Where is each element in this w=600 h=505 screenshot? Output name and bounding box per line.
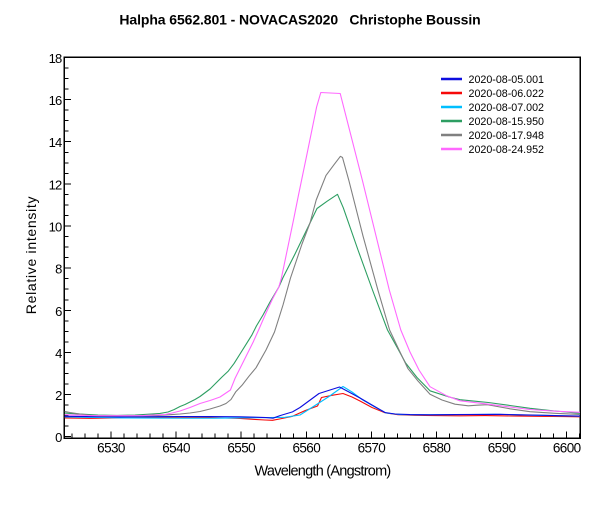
svg-text:18: 18 xyxy=(49,51,62,66)
svg-text:Wavelength (Angstrom): Wavelength (Angstrom) xyxy=(254,463,390,479)
svg-text:Halpha 6562.801 - NOVACAS2020: Halpha 6562.801 - NOVACAS2020 Christophe… xyxy=(119,11,480,27)
svg-text:2020-08-15.950: 2020-08-15.950 xyxy=(469,116,545,128)
svg-text:2020-08-17.948: 2020-08-17.948 xyxy=(469,130,545,142)
svg-text:6540: 6540 xyxy=(162,441,190,456)
svg-text:6580: 6580 xyxy=(423,441,451,456)
svg-text:14: 14 xyxy=(49,135,62,150)
svg-text:6570: 6570 xyxy=(358,441,386,456)
svg-text:16: 16 xyxy=(49,93,62,108)
svg-text:10: 10 xyxy=(49,220,62,235)
svg-text:6: 6 xyxy=(55,304,62,319)
svg-text:2020-08-07.002: 2020-08-07.002 xyxy=(469,102,545,114)
svg-text:6590: 6590 xyxy=(488,441,516,456)
svg-text:6560: 6560 xyxy=(292,441,320,456)
svg-text:0: 0 xyxy=(55,430,62,445)
svg-text:2020-08-05.001: 2020-08-05.001 xyxy=(469,74,545,86)
svg-text:4: 4 xyxy=(55,346,62,361)
svg-text:2020-08-24.952: 2020-08-24.952 xyxy=(469,144,545,156)
svg-text:6600: 6600 xyxy=(553,441,581,456)
svg-text:6550: 6550 xyxy=(227,441,255,456)
svg-text:8: 8 xyxy=(55,262,62,277)
svg-text:6530: 6530 xyxy=(97,441,125,456)
svg-text:Relative intensity: Relative intensity xyxy=(23,196,39,314)
svg-text:2020-08-06.022: 2020-08-06.022 xyxy=(469,88,545,100)
svg-text:12: 12 xyxy=(49,177,62,192)
svg-text:2: 2 xyxy=(55,388,62,403)
